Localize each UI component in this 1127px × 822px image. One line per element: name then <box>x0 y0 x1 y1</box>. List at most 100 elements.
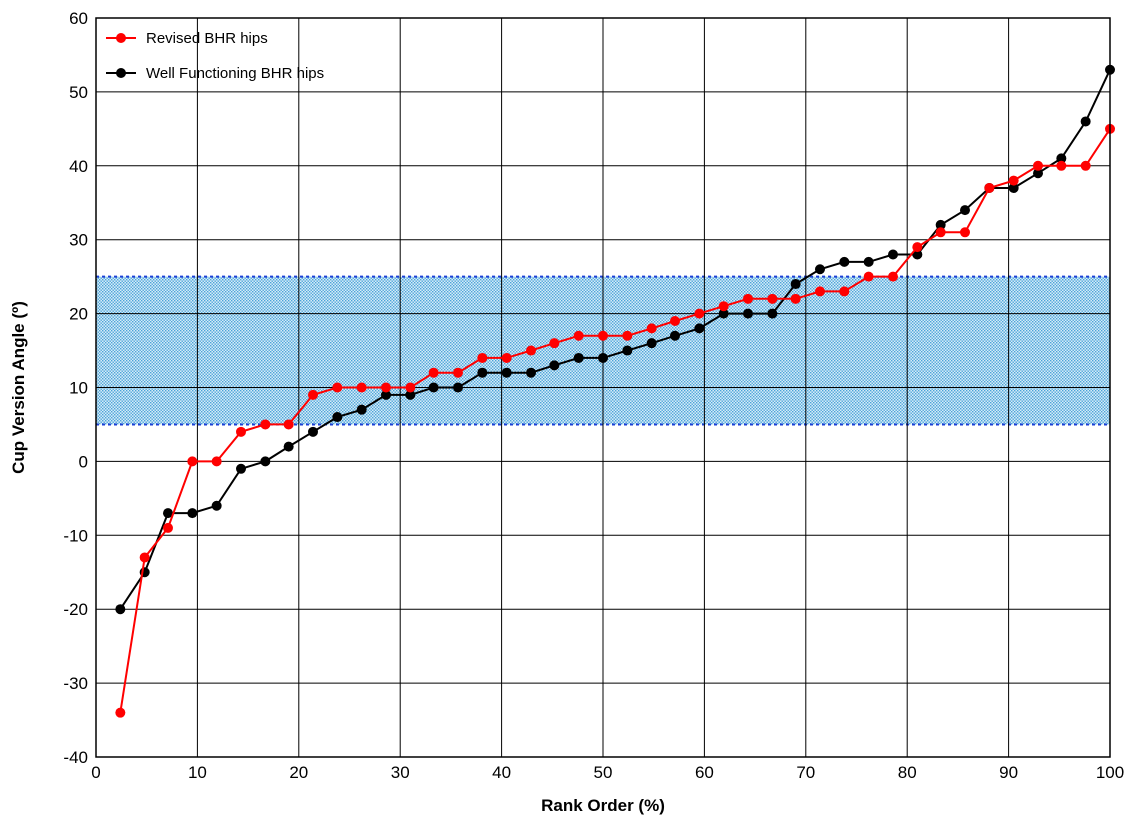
data-point <box>187 508 197 518</box>
data-point <box>719 301 729 311</box>
data-point <box>549 338 559 348</box>
data-point <box>332 383 342 393</box>
data-point <box>429 383 439 393</box>
y-tick-label: -30 <box>63 674 88 693</box>
data-point <box>332 412 342 422</box>
data-point <box>502 353 512 363</box>
x-tick-label: 60 <box>695 763 714 782</box>
x-tick-label: 50 <box>594 763 613 782</box>
legend: Revised BHR hips Well Functioning BHR hi… <box>106 30 324 82</box>
data-point <box>864 272 874 282</box>
y-tick-label: 60 <box>69 9 88 28</box>
data-point <box>791 294 801 304</box>
data-point <box>405 383 415 393</box>
data-point <box>453 383 463 393</box>
data-point <box>960 205 970 215</box>
data-point <box>477 368 487 378</box>
data-point <box>1056 161 1066 171</box>
data-point <box>694 309 704 319</box>
data-point <box>767 309 777 319</box>
data-point <box>864 257 874 267</box>
x-tick-label: 100 <box>1096 763 1124 782</box>
data-point <box>212 456 222 466</box>
data-point <box>526 346 536 356</box>
data-point <box>670 331 680 341</box>
x-tick-label: 40 <box>492 763 511 782</box>
y-tick-label: -40 <box>63 748 88 767</box>
data-point <box>815 264 825 274</box>
data-point <box>1081 161 1091 171</box>
x-tick-label: 20 <box>289 763 308 782</box>
y-tick-label: 20 <box>69 305 88 324</box>
data-point <box>647 338 657 348</box>
data-point <box>115 604 125 614</box>
data-point <box>574 331 584 341</box>
data-point <box>429 368 439 378</box>
x-tick-label: 30 <box>391 763 410 782</box>
x-axis-title: Rank Order (%) <box>541 796 665 815</box>
y-tick-label: -10 <box>63 526 88 545</box>
data-point <box>598 353 608 363</box>
data-point <box>1009 176 1019 186</box>
data-point <box>647 323 657 333</box>
data-point <box>212 501 222 511</box>
data-point <box>1033 161 1043 171</box>
data-point <box>622 331 632 341</box>
data-point <box>284 419 294 429</box>
y-tick-label: 30 <box>69 231 88 250</box>
data-point <box>187 456 197 466</box>
y-axis-title: Cup Version Angle (º) <box>9 301 28 474</box>
legend-swatch-marker-well-functioning <box>116 68 126 78</box>
y-tick-label: -20 <box>63 600 88 619</box>
data-point <box>284 442 294 452</box>
data-point <box>815 286 825 296</box>
data-point <box>549 360 559 370</box>
x-tick-label: 90 <box>999 763 1018 782</box>
x-tick-label: 0 <box>91 763 100 782</box>
data-point <box>574 353 584 363</box>
gridlines <box>96 18 1110 757</box>
data-point <box>984 183 994 193</box>
data-point <box>357 405 367 415</box>
data-point <box>236 427 246 437</box>
data-point <box>1081 116 1091 126</box>
data-point <box>743 309 753 319</box>
data-point <box>115 708 125 718</box>
data-point <box>477 353 487 363</box>
data-point <box>381 383 391 393</box>
y-tick-label: 10 <box>69 379 88 398</box>
data-point <box>743 294 753 304</box>
data-point <box>163 523 173 533</box>
data-point <box>236 464 246 474</box>
data-point <box>453 368 463 378</box>
data-point <box>791 279 801 289</box>
y-tick-label: 40 <box>69 157 88 176</box>
x-tick-label: 10 <box>188 763 207 782</box>
data-point <box>839 257 849 267</box>
data-point <box>960 227 970 237</box>
data-point <box>502 368 512 378</box>
data-point <box>622 346 632 356</box>
data-point <box>694 323 704 333</box>
legend-label-well-functioning: Well Functioning BHR hips <box>146 65 324 82</box>
data-point <box>936 227 946 237</box>
data-point <box>598 331 608 341</box>
data-point <box>526 368 536 378</box>
data-point <box>260 456 270 466</box>
x-tick-label: 80 <box>898 763 917 782</box>
data-point <box>888 249 898 259</box>
y-tick-label: 50 <box>69 83 88 102</box>
x-tick-label: 70 <box>796 763 815 782</box>
legend-label-revised: Revised BHR hips <box>146 30 268 47</box>
data-point <box>308 390 318 400</box>
data-point <box>260 419 270 429</box>
data-point <box>888 272 898 282</box>
data-point <box>839 286 849 296</box>
data-point <box>670 316 680 326</box>
data-point <box>912 242 922 252</box>
y-tick-label: 0 <box>79 452 88 471</box>
data-point <box>767 294 777 304</box>
data-point <box>308 427 318 437</box>
